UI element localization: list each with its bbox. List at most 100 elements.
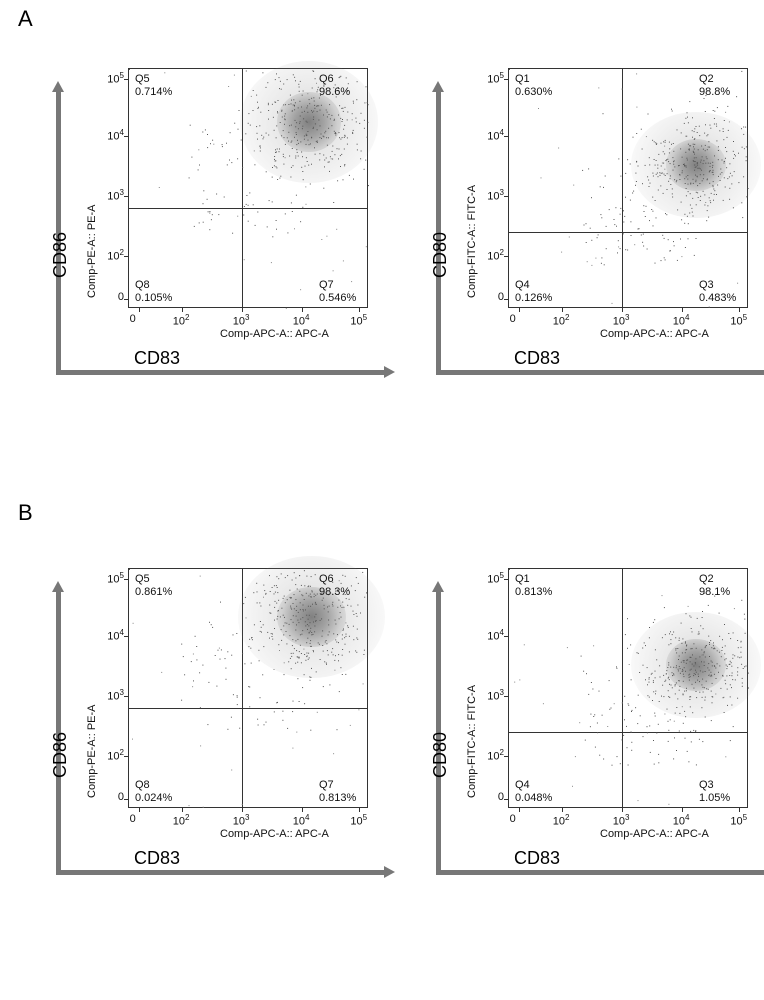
- x-tick-label: 0: [510, 313, 516, 325]
- x-tick: [302, 807, 303, 812]
- y-tick: [124, 756, 129, 757]
- plot-A_right: Q10.630%Q298.8%Q30.483%Q40.126%010210310…: [430, 60, 764, 420]
- x-axis-title: Comp-APC-A:: APC-A: [600, 328, 709, 340]
- quadrant-label-Q1: Q10.630%: [515, 73, 552, 98]
- x-axis-big-label: CD83: [134, 348, 180, 369]
- y-tick: [504, 79, 509, 80]
- gate-vertical: [622, 69, 623, 307]
- scatter-points: [129, 569, 130, 570]
- scatter-points: [509, 569, 510, 570]
- plot-A_left: Q50.714%Q698.6%Q70.546%Q80.105%010210310…: [50, 60, 390, 420]
- quadrant-label-Q5: Q50.714%: [135, 73, 172, 98]
- x-tick: [622, 307, 623, 312]
- x-tick-label: 102: [553, 313, 570, 328]
- gate-horizontal: [129, 208, 367, 209]
- y-tick: [504, 799, 509, 800]
- x-tick: [242, 807, 243, 812]
- x-axis-title: Comp-APC-A:: APC-A: [220, 328, 329, 340]
- x-tick-label: 104: [293, 813, 310, 828]
- density-halo: [238, 556, 385, 678]
- y-axis-title: Comp-FITC-A:: FITC-A: [466, 685, 478, 798]
- gate-horizontal: [509, 732, 747, 733]
- quadrant-label-Q4: Q40.126%: [515, 279, 552, 304]
- gate-vertical: [242, 569, 243, 807]
- density-halo: [631, 112, 761, 218]
- x-tick: [562, 307, 563, 312]
- y-tick-label: 102: [98, 748, 124, 763]
- quadrant-label-Q8: Q80.024%: [135, 779, 172, 804]
- x-tick: [682, 807, 683, 812]
- x-tick: [139, 807, 140, 812]
- y-tick-label: 103: [98, 688, 124, 703]
- y-tick: [504, 696, 509, 697]
- y-axis-title: Comp-PE-A:: PE-A: [86, 704, 98, 798]
- gate-vertical: [242, 69, 243, 307]
- panel-label-b: B: [18, 500, 33, 526]
- y-tick-label: 105: [98, 71, 124, 86]
- y-tick-label: 103: [98, 188, 124, 203]
- quadrant-label-Q6: Q698.3%: [319, 573, 350, 598]
- x-tick-label: 104: [673, 813, 690, 828]
- x-tick-label: 102: [173, 813, 190, 828]
- x-tick-label: 103: [233, 313, 250, 328]
- x-tick-label: 105: [730, 813, 747, 828]
- plot-frame: Q50.714%Q698.6%Q70.546%Q80.105%: [128, 68, 368, 308]
- plot-B_left: Q50.861%Q698.3%Q70.813%Q80.024%010210310…: [50, 560, 390, 920]
- quadrant-label-Q2: Q298.8%: [699, 73, 730, 98]
- y-axis-big-label: CD86: [50, 232, 71, 278]
- y-tick: [504, 196, 509, 197]
- plot-frame: Q10.630%Q298.8%Q30.483%Q40.126%: [508, 68, 748, 308]
- y-tick: [504, 299, 509, 300]
- x-tick: [739, 307, 740, 312]
- y-tick-label: 102: [98, 248, 124, 263]
- x-tick-label: 104: [673, 313, 690, 328]
- quadrant-label-Q6: Q698.6%: [319, 73, 350, 98]
- x-tick-label: 102: [553, 813, 570, 828]
- x-tick: [739, 807, 740, 812]
- gate-horizontal: [509, 232, 747, 233]
- y-axis-title: Comp-PE-A:: PE-A: [86, 204, 98, 298]
- y-axis-big-label: CD86: [50, 732, 71, 778]
- y-tick-label: 104: [478, 628, 504, 643]
- x-axis-arrow-icon: [56, 370, 386, 375]
- density-halo: [240, 61, 378, 183]
- x-tick-label: 103: [233, 813, 250, 828]
- x-tick-label: 104: [293, 313, 310, 328]
- x-tick: [622, 807, 623, 812]
- y-tick: [124, 696, 129, 697]
- y-tick: [124, 799, 129, 800]
- y-axis-big-label: CD80: [430, 232, 451, 278]
- x-tick-label: 103: [613, 313, 630, 328]
- y-tick-label: 0: [98, 291, 124, 303]
- gate-vertical: [622, 569, 623, 807]
- gate-horizontal: [129, 708, 367, 709]
- x-axis-title: Comp-APC-A:: APC-A: [220, 828, 329, 840]
- x-tick-label: 105: [350, 813, 367, 828]
- x-axis-arrow-icon: [56, 870, 386, 875]
- x-tick-label: 0: [510, 813, 516, 825]
- scatter-points: [129, 69, 130, 70]
- y-tick: [124, 636, 129, 637]
- quadrant-label-Q3: Q31.05%: [699, 779, 730, 804]
- x-axis-big-label: CD83: [134, 848, 180, 869]
- scatter-points: [509, 69, 510, 70]
- y-tick-label: 105: [478, 71, 504, 86]
- quadrant-label-Q7: Q70.813%: [319, 779, 356, 804]
- y-tick: [504, 756, 509, 757]
- quadrant-label-Q2: Q298.1%: [699, 573, 730, 598]
- y-tick-label: 102: [478, 748, 504, 763]
- y-tick-label: 104: [98, 628, 124, 643]
- y-tick-label: 0: [98, 791, 124, 803]
- x-tick-label: 0: [130, 813, 136, 825]
- panel-label-a: A: [18, 6, 33, 32]
- density-halo: [631, 612, 761, 718]
- x-tick-label: 0: [130, 313, 136, 325]
- y-tick-label: 0: [478, 291, 504, 303]
- density-core: [277, 92, 342, 152]
- y-tick-label: 103: [478, 688, 504, 703]
- x-tick-label: 105: [350, 313, 367, 328]
- quadrant-label-Q1: Q10.813%: [515, 573, 552, 598]
- x-tick: [302, 307, 303, 312]
- plot-frame: Q10.813%Q298.1%Q31.05%Q40.048%: [508, 568, 748, 808]
- y-axis-title: Comp-FITC-A:: FITC-A: [466, 185, 478, 298]
